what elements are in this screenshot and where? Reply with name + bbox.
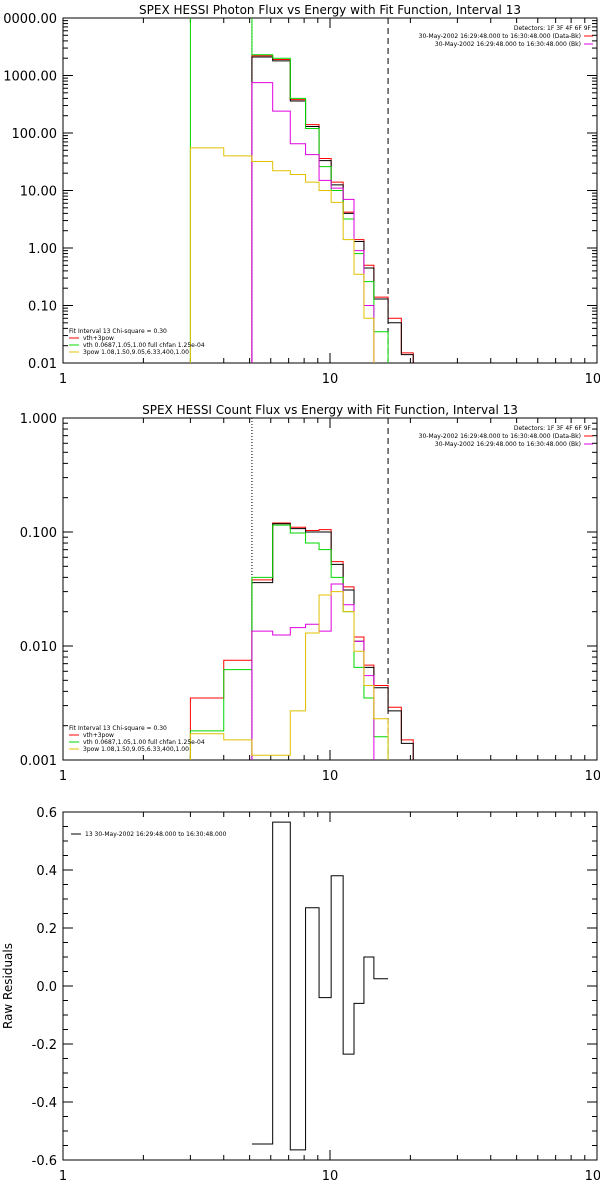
y-tick-label: 0.6 [36,806,57,821]
chart-panel-2: SPEX HESSI Count Flux vs Energy with Fit… [20,403,600,784]
legend-entry: Detectors: 1F 3F 4F 6F 9F [514,25,592,32]
legend-entry: 13 30-May-2002 16:29:48.000 to 16:30:48.… [85,831,227,838]
series-step-line [189,524,389,760]
series-step-line [251,55,414,363]
y-tick-label: 0.10 [28,300,57,315]
y-tick-label: 1.000 [20,412,57,427]
x-tick-label: 1 [59,1169,67,1184]
legend-entry: Fit Interval 13 Chi-square = 0.30 [69,725,167,732]
chart-title: SPEX HESSI Photon Flux vs Energy with Fi… [139,3,521,17]
legend-entry: 3pow 1.08,1.50,9.05,6.33,400,1.00 [83,746,189,753]
series-group [251,821,389,1151]
x-tick-label: 100 [585,769,600,784]
x-tick-label: 100 [585,372,600,387]
legend-entry: vth+3pow [83,335,114,342]
y-tick-label: 0.001 [20,754,57,769]
series-group [189,522,414,760]
chart-panel-3: 1 10 100 0.6 0.4 0.2 0.0 -0.2 -0.4 -0.6 Raw Residu… [1,806,600,1184]
legend-entry: vth+3pow [83,732,114,739]
y-tick-label: 0.2 [36,922,57,937]
legend-entry: Fit Interval 13 Chi-square = 0.30 [69,328,167,335]
y-tick-label: -0.2 [32,1038,57,1053]
series-step-line [189,147,375,363]
series-group [189,18,414,363]
legend-entry: 30-May-2002 16:29:48.000 to 16:30:48.000… [419,433,581,440]
plot-frame [62,417,598,761]
series-step-line [251,82,375,363]
y-tick-label: 1.00 [28,242,57,257]
legend-entry: Detectors: 1F 3F 4F 6F 9F [514,425,592,432]
series-step-line [189,591,389,760]
y-tick-label: 0.0 [36,980,57,995]
y-tick-label: -0.6 [32,1154,57,1169]
series-step-line [251,523,414,760]
plot-frame [62,811,598,1161]
y-tick-label: 0.010 [20,640,57,655]
legend-entry: 30-May-2002 16:29:48.000 to 16:30:48.000… [435,41,581,48]
y-tick-label: 0.01 [28,357,57,372]
x-tick-label: 10 [322,769,339,784]
legend-entry: 3pow 1.08,1.50,9.05,6.33,400,1.00 [83,349,189,356]
y-tick-label: 0.4 [36,864,57,879]
y-tick-label: 0.100 [20,526,57,541]
y-tick-label: 10.00 [20,185,57,200]
x-tick-label: 10 [322,1169,339,1184]
legend-entry: 30-May-2002 16:29:48.000 to 16:30:48.000… [435,441,581,448]
x-tick-label: 1 [59,372,67,387]
chart-panel-1: SPEX HESSI Photon Flux vs Energy with Fi… [3,3,600,387]
legend-entry: vth 0.0687,1.05,1.00 full chfan 1.25e-04 [83,342,205,349]
series-step-line [251,583,375,760]
legend-entry: 30-May-2002 16:29:48.000 to 16:30:48.000… [419,33,581,40]
x-tick-label: 100 [585,1169,600,1184]
chart-title: SPEX HESSI Count Flux vs Energy with Fit… [142,403,518,417]
series-step-line [251,56,414,363]
y-axis-label: Raw Residuals [1,943,15,1029]
y-tick-label: -0.4 [32,1096,57,1111]
legend-entry: vth 0.0687,1.05,1.00 full chfan 1.25e-04 [83,739,205,746]
y-tick-label: 100.00 [12,127,58,142]
series-step-line [251,821,389,1151]
x-tick-label: 1 [59,769,67,784]
x-tick-label: 10 [322,372,339,387]
series-step-line [189,18,389,363]
y-tick-label: 0000.00 [3,12,57,27]
y-tick-label: 1000.00 [3,70,57,85]
